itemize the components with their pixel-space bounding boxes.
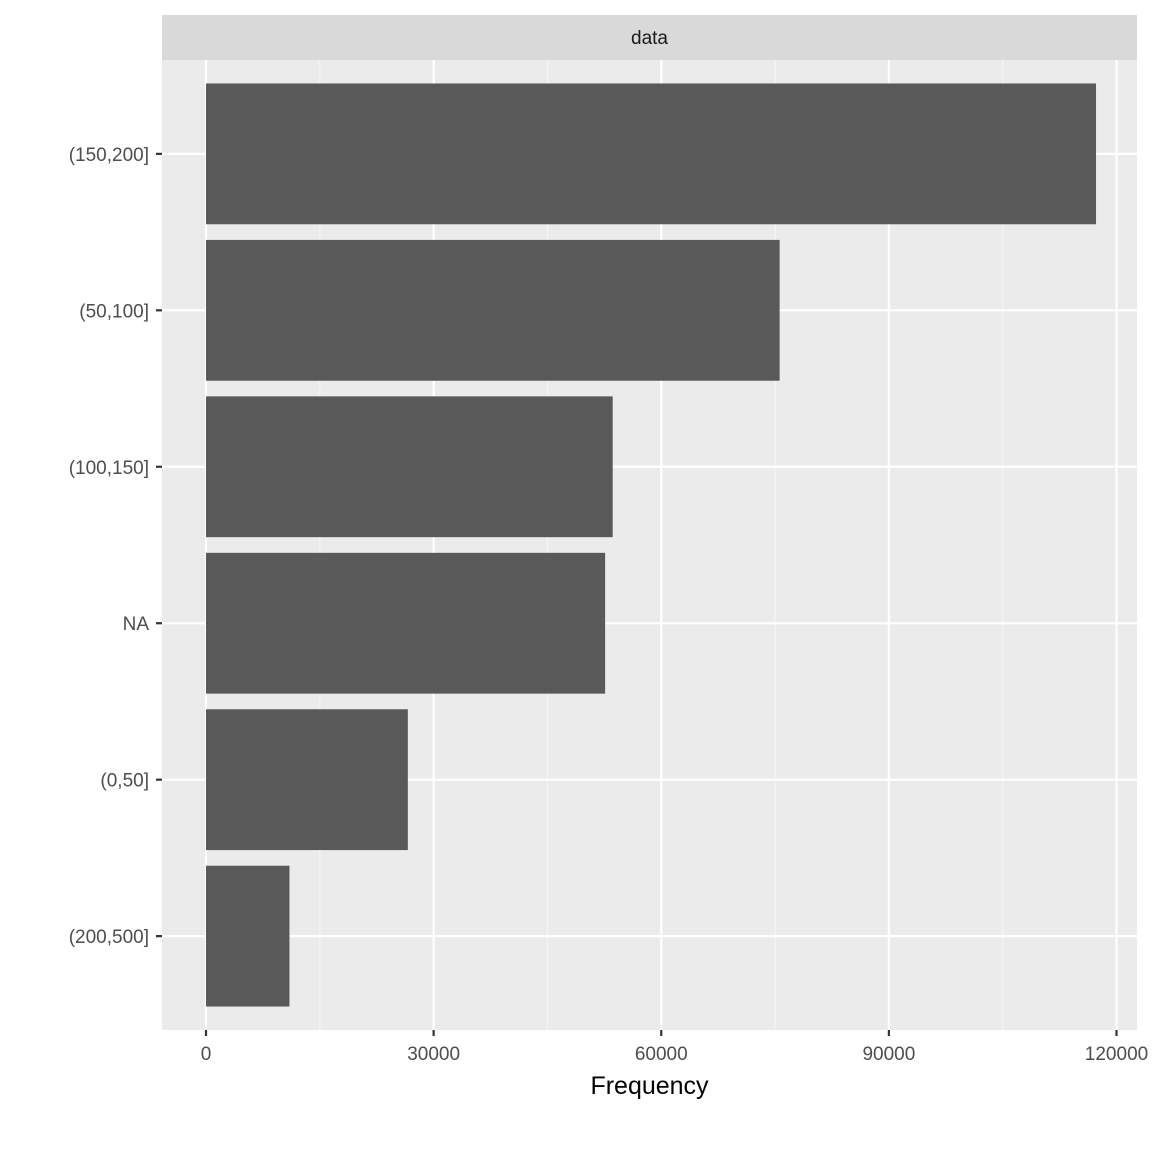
- y-axis: (150,200] (50,100] (100,150] NA (0,50] (200,5…: [69, 145, 162, 948]
- facet-strip-label: data: [631, 28, 668, 49]
- bar: [206, 396, 613, 538]
- x-tick-label: 30000: [407, 1044, 460, 1065]
- y-tick-label: (200,500]: [69, 927, 149, 948]
- x-axis-title: Frequency: [590, 1072, 709, 1100]
- bar: [206, 709, 408, 851]
- x-tick-label: 120000: [1085, 1044, 1148, 1065]
- y-tick-label: (50,100]: [79, 301, 149, 322]
- bars: [206, 83, 1097, 1007]
- bar: [206, 83, 1097, 225]
- bar: [206, 865, 290, 1007]
- x-tick-label: 60000: [635, 1044, 688, 1065]
- y-tick-label: (100,150]: [69, 458, 149, 479]
- x-axis: 0 30000 60000 90000 120000: [201, 1030, 1148, 1065]
- y-tick-label: (0,50]: [100, 771, 149, 792]
- bar: [206, 552, 606, 694]
- x-tick-label: 90000: [862, 1044, 915, 1065]
- x-tick-label: 0: [201, 1044, 212, 1065]
- bar: [206, 239, 780, 381]
- y-tick-label: (150,200]: [69, 145, 149, 166]
- y-tick-label: NA: [123, 614, 150, 635]
- facet-strip: [162, 15, 1137, 60]
